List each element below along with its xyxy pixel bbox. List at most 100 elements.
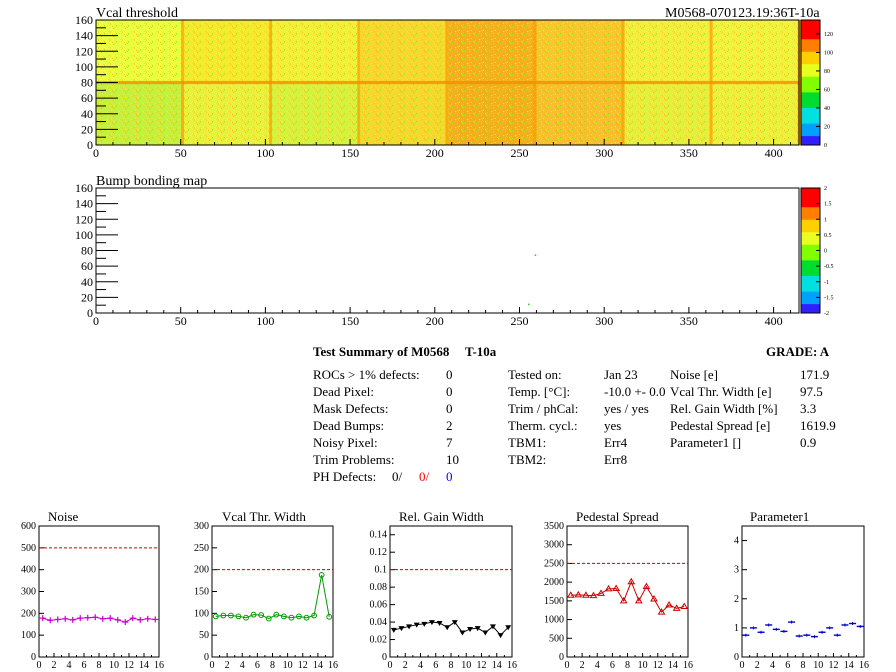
y-tick-label: 120 [75,44,93,58]
data-point [228,612,234,619]
y-tick-label: 0 [87,306,93,320]
x-tick-label: 2 [755,660,760,671]
parameter1-plot-title: Parameter1 [750,509,810,524]
palette-band [801,241,820,245]
y-tick-label: 0.06 [370,600,388,611]
x-tick-label: 2 [225,660,230,671]
x-tick-label: 0 [93,314,99,328]
data-point [436,620,443,626]
palette-band [801,200,820,205]
palette-band [801,113,820,118]
palette-band [801,63,820,68]
palette-band [801,35,820,40]
x-tick-label: 8 [801,660,806,671]
palette-band [801,275,820,280]
roc-edge [621,82,625,145]
x-tick-label: 12 [298,660,308,671]
palette-tick-label: 40 [824,106,830,112]
palette-band [801,297,820,301]
palette-band [801,104,820,108]
palette-band [801,88,820,93]
data-point [318,572,325,578]
data-point [296,613,302,620]
data-point [258,612,265,618]
y-tick-label: 0 [559,652,564,663]
palette-band [801,51,820,55]
series-line [215,574,330,620]
x-tick-label: 300 [595,314,613,328]
palette-band [801,20,820,24]
condition-value: Err8 [604,452,628,467]
y-tick-label: 150 [194,587,209,598]
plot-frame [389,525,513,658]
y-tick-label: 0 [31,652,36,663]
roc-edge [445,20,449,83]
palette-band [801,129,820,133]
palette-band [801,288,820,292]
y-tick-label: 0.02 [370,635,388,646]
palette-band [801,228,820,233]
y-tick-label: 40 [81,107,93,121]
x-tick-label: 100 [256,314,274,328]
palette-tick-label: 1.5 [824,202,832,208]
condition-label: Temp. [°C]: [508,384,571,399]
x-tick-label: 6 [433,660,438,671]
y-tick-label: 600 [21,521,36,532]
y-tick-label: 20 [81,290,93,304]
data-point [326,613,333,620]
x-tick-label: 10 [283,660,293,671]
y-tick-label: 200 [21,608,36,619]
x-tick-label: 16 [683,660,693,671]
roc-edge [445,82,449,145]
x-tick-label: 14 [492,660,502,671]
data-point [428,620,435,626]
palette-band [801,116,820,121]
y-tick-label: 1500 [544,596,564,607]
data-point [220,612,227,619]
data-point [467,627,474,633]
y-tick-label: 250 [194,543,209,554]
x-tick-label: 0 [210,660,215,671]
pedestal-plot-title: Pedestal Spread [576,509,659,524]
palette-band [801,203,820,208]
palette-tick-label: 80 [824,69,830,75]
data-point [589,591,598,599]
y-tick-label: 0.08 [370,582,388,593]
palette-band [801,294,820,298]
y-tick-label: 300 [194,521,209,532]
palette-band [801,303,820,308]
x-tick-label: 8 [270,660,275,671]
palette-band [801,194,820,198]
palette-band [801,300,820,305]
bump-bonding-title: Bump bonding map [96,174,208,189]
data-point [390,627,397,633]
noise-plot-title: Noise [48,509,79,524]
bump-defect-point [534,254,537,256]
defect-label: Mask Defects: [313,401,389,416]
x-tick-label: 6 [255,660,260,671]
y-tick-label: 0.1 [375,565,388,576]
y-tick-label: 60 [81,259,93,273]
data-point [604,584,613,592]
x-tick-label: 14 [313,660,323,671]
data-point [444,625,451,631]
roc-edge [181,82,185,145]
y-tick-label: 0 [382,652,387,663]
palette-band [801,135,820,140]
result-value: 97.5 [800,384,823,399]
plot-frame [38,525,160,658]
palette-band [801,23,820,27]
data-point [597,589,605,596]
run-label: M0568-070123.19:36T-10a [665,6,820,21]
palette-band [801,98,820,102]
x-tick-label: 50 [175,314,187,328]
y-tick-label: 2 [734,594,739,605]
palette-band [801,306,820,311]
x-tick-label: 4 [770,660,775,671]
x-tick-label: 14 [844,660,854,671]
roc-cell-texture [624,82,713,145]
x-tick-label: 250 [510,314,528,328]
